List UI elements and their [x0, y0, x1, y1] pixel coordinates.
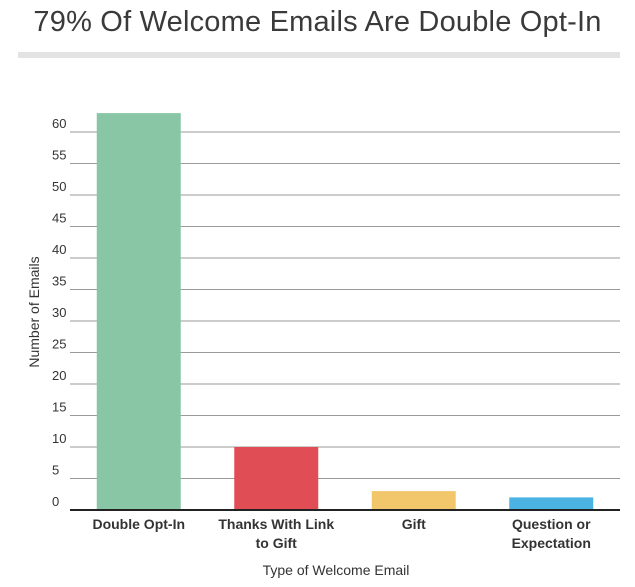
y-axis-title: Number of Emails: [26, 256, 42, 367]
x-axis-title: Type of Welcome Email: [263, 562, 410, 578]
y-tick-label: 55: [52, 148, 66, 163]
y-tick-labels: 0 5 10 15 20 25 30 35 40 45 50 55 60: [52, 116, 66, 509]
x-category-labels: Double Opt-In Thanks With Link to Gift Gift…: [92, 516, 591, 551]
title-divider: [18, 52, 620, 58]
y-tick-label: 10: [52, 431, 66, 446]
bar: [234, 447, 319, 510]
x-category-label: Gift: [402, 516, 426, 532]
y-tick-label: 35: [52, 274, 66, 289]
y-tick-label: 0: [52, 494, 59, 509]
bars: [96, 113, 594, 510]
y-tick-label: 60: [52, 116, 66, 131]
bar: [509, 497, 594, 510]
y-tick-label: 40: [52, 242, 66, 257]
y-tick-label: 30: [52, 305, 66, 320]
y-tick-label: 45: [52, 211, 66, 226]
y-tick-label: 25: [52, 337, 66, 352]
x-category-label: Question or Expectation: [512, 516, 592, 551]
y-tick-label: 50: [52, 179, 66, 194]
chart-title: 79% Of Welcome Emails Are Double Opt-In: [33, 6, 602, 38]
y-tick-label: 5: [52, 463, 59, 478]
y-tick-label: 20: [52, 368, 66, 383]
y-tick-label: 15: [52, 400, 66, 415]
x-category-label: Double Opt-In: [92, 516, 185, 532]
x-category-label: Thanks With Link to Gift: [218, 516, 334, 551]
bar: [96, 113, 181, 510]
bar: [371, 491, 456, 510]
